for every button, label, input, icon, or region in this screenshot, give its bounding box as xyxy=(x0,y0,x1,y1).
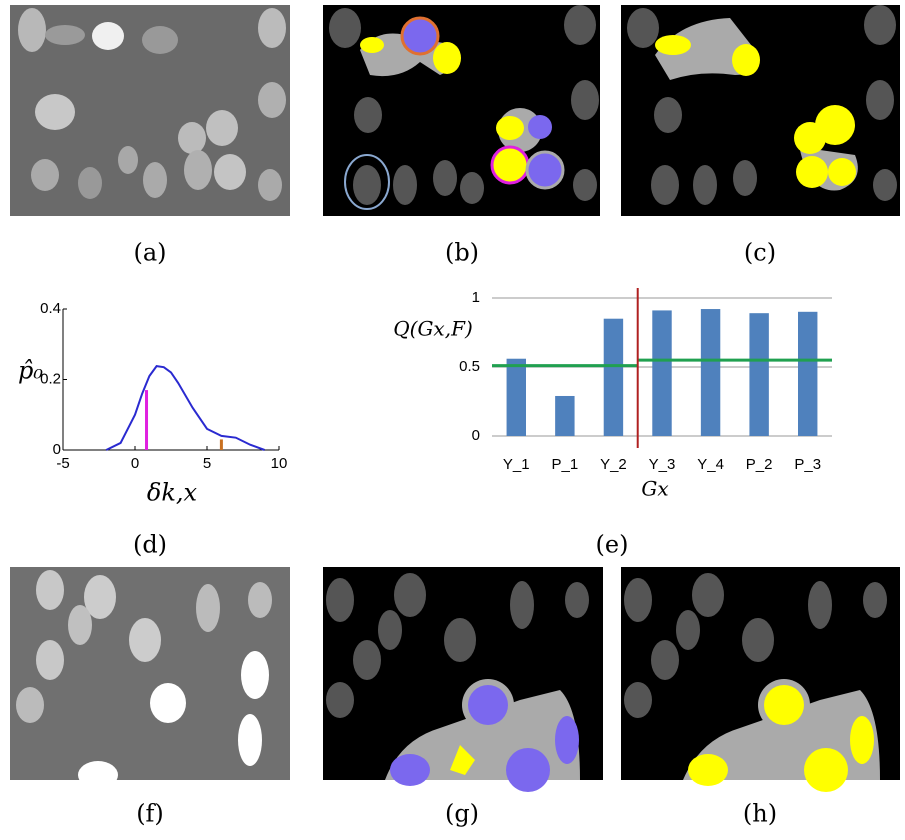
y-axis-label: Q(Gx,F) xyxy=(393,317,473,341)
y-tick-label: 0.5 xyxy=(459,358,480,375)
x-tick-label: -5 xyxy=(56,455,69,472)
image-c xyxy=(621,5,900,216)
panel-label: (b) xyxy=(445,239,479,267)
y-tick-label: 0.4 xyxy=(40,300,61,317)
bar xyxy=(506,358,526,436)
y-axis-label: p̂₀ xyxy=(18,357,43,385)
bar xyxy=(603,318,624,436)
image-a xyxy=(10,5,290,216)
x-tick-label: 5 xyxy=(203,455,211,472)
panel-label: (d) xyxy=(133,531,167,559)
image-g xyxy=(323,567,603,792)
x-tick-label: Y_1 xyxy=(503,456,530,473)
image-h xyxy=(621,567,900,792)
x-tick-label: P_3 xyxy=(794,456,821,473)
density-curve xyxy=(105,365,265,451)
x-tick-label: Y_3 xyxy=(649,456,676,473)
x-tick-label: 0 xyxy=(131,455,139,472)
bar xyxy=(798,311,818,436)
panel-label: (g) xyxy=(445,800,479,828)
bar xyxy=(652,310,672,436)
panel-label: (f) xyxy=(136,800,164,828)
y-tick-label: 0 xyxy=(472,427,480,444)
x-tick-label: Y_4 xyxy=(697,456,724,473)
image-b xyxy=(323,5,600,216)
panel-label: (a) xyxy=(133,239,166,267)
x-tick-label: P_2 xyxy=(746,456,773,473)
y-tick-label: 0.2 xyxy=(40,370,61,387)
panel-label: (h) xyxy=(743,800,777,828)
y-tick-label: 0 xyxy=(53,441,61,458)
x-tick-label: 10 xyxy=(271,455,288,472)
bar xyxy=(555,395,575,436)
bar xyxy=(749,313,769,436)
image-f xyxy=(10,567,290,789)
x-axis-label: Gx xyxy=(641,477,668,501)
x-tick-label: P_1 xyxy=(552,456,579,473)
y-tick-label: 1 xyxy=(472,289,480,306)
bar xyxy=(700,309,721,436)
panel-label: (e) xyxy=(596,531,629,559)
x-tick-label: Y_2 xyxy=(600,456,627,473)
panel-label: (c) xyxy=(744,239,776,267)
x-axis-label: δk,x xyxy=(147,479,198,507)
